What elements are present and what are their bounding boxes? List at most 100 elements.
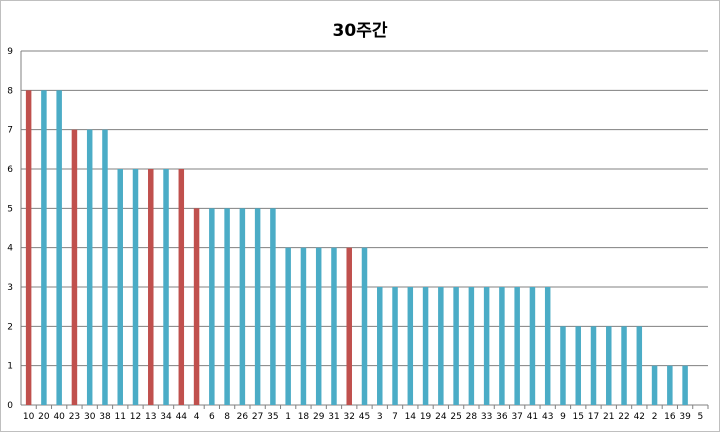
x-tick-label: 5 bbox=[697, 412, 703, 422]
bar bbox=[392, 287, 398, 405]
bar bbox=[300, 247, 307, 405]
y-tick-label: 3 bbox=[7, 283, 13, 293]
bar bbox=[193, 208, 200, 405]
x-tick-label: 27 bbox=[252, 412, 263, 422]
y-tick-label: 9 bbox=[7, 47, 13, 57]
x-tick-label: 14 bbox=[405, 412, 417, 422]
x-tick-label: 19 bbox=[420, 412, 432, 422]
bar bbox=[331, 247, 337, 405]
x-tick-label: 31 bbox=[328, 412, 339, 422]
bar bbox=[377, 287, 383, 405]
x-tick-label: 34 bbox=[160, 412, 172, 422]
y-tick-label: 4 bbox=[7, 244, 13, 254]
bar bbox=[422, 287, 429, 405]
x-tick-label: 10 bbox=[23, 412, 35, 422]
bar bbox=[239, 208, 246, 405]
x-tick-label: 29 bbox=[313, 412, 325, 422]
x-tick-label: 42 bbox=[634, 412, 645, 422]
bar bbox=[117, 169, 123, 405]
x-tick-label: 38 bbox=[99, 412, 111, 422]
bar bbox=[132, 169, 139, 405]
x-tick-label: 37 bbox=[511, 412, 522, 422]
bar bbox=[606, 326, 612, 405]
y-tick-label: 6 bbox=[7, 165, 13, 175]
x-tick-label: 12 bbox=[130, 412, 141, 422]
bar bbox=[667, 365, 673, 405]
x-tick-label: 13 bbox=[145, 412, 156, 422]
x-tick-label: 17 bbox=[588, 412, 599, 422]
x-tick-label: 35 bbox=[267, 412, 278, 422]
bar bbox=[529, 287, 536, 405]
x-tick-label: 39 bbox=[679, 412, 691, 422]
x-tick-label: 45 bbox=[359, 412, 370, 422]
x-tick-label: 18 bbox=[298, 412, 310, 422]
bar bbox=[346, 247, 352, 405]
bar bbox=[71, 129, 78, 405]
x-tick-label: 25 bbox=[450, 412, 461, 422]
bar bbox=[453, 287, 459, 405]
bar bbox=[483, 287, 490, 405]
bar bbox=[254, 208, 261, 405]
x-tick-label: 33 bbox=[481, 412, 492, 422]
y-tick-label: 1 bbox=[7, 362, 13, 372]
x-tick-label: 23 bbox=[69, 412, 80, 422]
y-tick-label: 8 bbox=[7, 86, 13, 96]
bar bbox=[209, 208, 215, 405]
bar bbox=[651, 365, 658, 405]
bar bbox=[270, 208, 276, 405]
bar bbox=[499, 287, 505, 405]
x-tick-label: 43 bbox=[542, 412, 553, 422]
y-tick-label: 2 bbox=[7, 322, 13, 332]
bar bbox=[178, 169, 185, 405]
bar bbox=[102, 129, 108, 405]
bar bbox=[224, 208, 230, 405]
x-tick-label: 15 bbox=[573, 412, 584, 422]
x-tick-label: 7 bbox=[392, 412, 398, 422]
bar bbox=[560, 326, 566, 405]
bar bbox=[682, 365, 688, 405]
bar bbox=[544, 287, 551, 405]
bar bbox=[621, 326, 627, 405]
x-tick-label: 40 bbox=[53, 412, 65, 422]
bar bbox=[361, 247, 368, 405]
bar bbox=[163, 169, 169, 405]
bar bbox=[285, 247, 291, 405]
x-tick-label: 3 bbox=[377, 412, 383, 422]
x-tick-label: 2 bbox=[652, 412, 658, 422]
x-tick-label: 24 bbox=[435, 412, 447, 422]
x-tick-label: 16 bbox=[664, 412, 676, 422]
y-tick-label: 7 bbox=[7, 126, 13, 136]
bar bbox=[41, 90, 47, 405]
x-tick-label: 4 bbox=[194, 412, 200, 422]
x-tick-label: 22 bbox=[618, 412, 629, 422]
bar bbox=[590, 326, 597, 405]
bar bbox=[86, 129, 93, 405]
x-tick-label: 11 bbox=[115, 412, 126, 422]
bar bbox=[25, 90, 32, 405]
x-tick-label: 36 bbox=[496, 412, 508, 422]
x-tick-label: 1 bbox=[285, 412, 291, 422]
x-tick-label: 32 bbox=[344, 412, 355, 422]
bar bbox=[407, 287, 414, 405]
x-tick-label: 41 bbox=[527, 412, 538, 422]
y-tick-label: 0 bbox=[7, 401, 13, 411]
bar bbox=[56, 90, 62, 405]
x-tick-label: 30 bbox=[84, 412, 96, 422]
bar bbox=[575, 326, 581, 405]
x-tick-label: 8 bbox=[224, 412, 230, 422]
bar bbox=[315, 247, 322, 405]
x-tick-label: 44 bbox=[176, 412, 188, 422]
x-tick-label: 21 bbox=[603, 412, 614, 422]
x-tick-label: 28 bbox=[466, 412, 478, 422]
bar bbox=[148, 169, 154, 405]
chart-title: 30주간 bbox=[332, 21, 388, 41]
x-tick-label: 9 bbox=[560, 412, 566, 422]
x-tick-label: 6 bbox=[209, 412, 215, 422]
bar bbox=[636, 326, 643, 405]
y-tick-label: 5 bbox=[7, 204, 13, 214]
bar bbox=[514, 287, 520, 405]
x-tick-label: 20 bbox=[38, 412, 50, 422]
bar bbox=[438, 287, 444, 405]
bar bbox=[468, 287, 475, 405]
